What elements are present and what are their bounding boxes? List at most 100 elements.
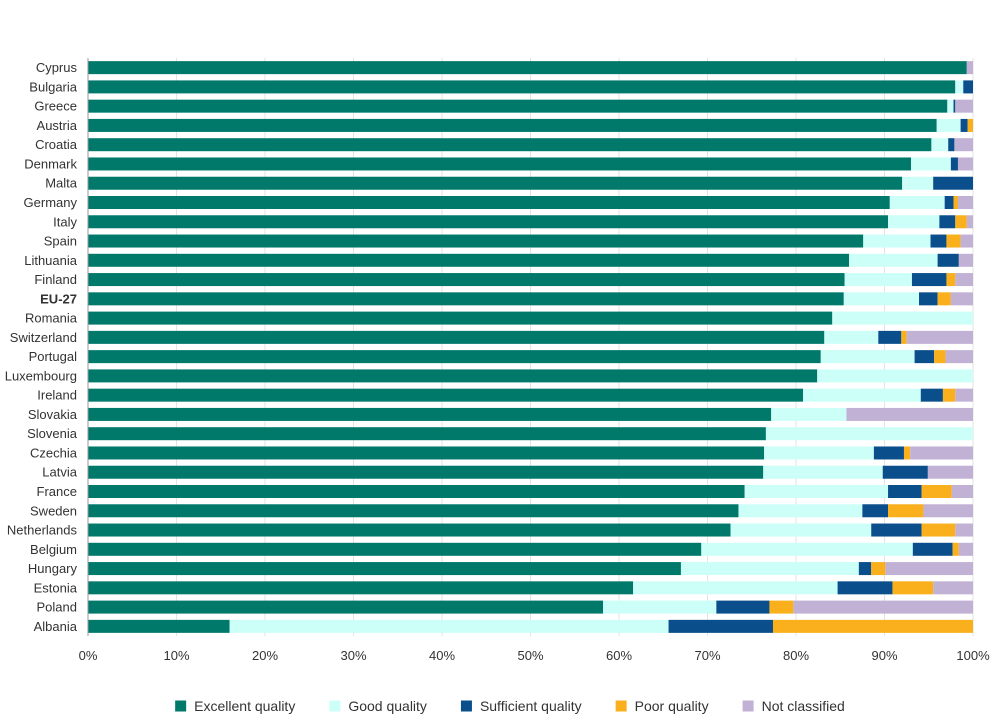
bar-segment <box>738 504 863 518</box>
bar-segment <box>920 388 943 402</box>
bar-segment <box>892 581 934 595</box>
bar-segment <box>967 118 973 132</box>
bar-segment <box>849 253 938 267</box>
bar-segment <box>871 562 886 576</box>
bar-segment <box>765 427 973 441</box>
x-tick-label: 100% <box>956 648 990 663</box>
bar-segment <box>88 196 890 209</box>
bar-segment <box>888 215 940 229</box>
bar-segment <box>769 600 794 614</box>
bar-segment <box>933 581 973 595</box>
category-label: Bulgaria <box>29 79 77 94</box>
legend-swatch <box>329 700 341 712</box>
legend: Excellent quality Good quality Sufficient … <box>175 698 845 714</box>
category-label: Finland <box>34 272 77 287</box>
bar-segment <box>858 562 872 576</box>
bar-segment <box>837 581 893 595</box>
bar-segment <box>937 292 951 306</box>
bar-segment <box>832 311 973 325</box>
bar-segment <box>885 562 973 576</box>
legend-swatch <box>175 700 187 712</box>
bar-segment <box>927 465 973 479</box>
bar-segment <box>946 234 961 248</box>
bar-segment <box>873 446 904 460</box>
bar-segment <box>764 446 874 460</box>
category-label: Austria <box>37 118 78 133</box>
bar-segment <box>862 504 889 518</box>
bar-segment <box>863 234 931 248</box>
legend-swatch <box>742 700 754 712</box>
bar-segment <box>603 600 717 614</box>
bar-segment <box>88 80 956 94</box>
bar-segment <box>931 138 949 152</box>
bar-segment <box>958 253 973 267</box>
x-tick-label: 60% <box>606 648 632 663</box>
bar-segment <box>88 446 765 460</box>
bar-segment <box>901 330 907 344</box>
bar-segment <box>957 157 973 171</box>
bar-segment <box>716 600 770 614</box>
x-tick-label: 10% <box>163 648 189 663</box>
gridlines <box>176 58 974 636</box>
bar-segment <box>948 138 955 152</box>
x-tick-label: 50% <box>517 648 543 663</box>
category-label: Luxembourg <box>5 368 77 383</box>
category-label: Romania <box>25 311 78 326</box>
bar-segment <box>88 99 948 113</box>
bar-segment <box>793 600 973 614</box>
bar-segment <box>954 138 973 152</box>
x-tick-label: 0% <box>79 648 98 663</box>
bar-segment <box>942 388 956 402</box>
bar-segment <box>844 273 912 287</box>
x-tick-labels: 0% 10% 20% 30% 40% 50% 60% 70% 80% 90% 100% <box>79 648 990 663</box>
bar-segment <box>957 196 973 209</box>
x-tick-label: 70% <box>694 648 720 663</box>
bar-segment <box>88 234 864 248</box>
bar-segment <box>763 465 883 479</box>
bar-segment <box>88 176 903 190</box>
bar-segment <box>871 523 922 537</box>
category-label: Greece <box>34 99 77 114</box>
bar-segment <box>945 350 973 364</box>
bar-segment <box>803 388 921 402</box>
x-tick-label: 30% <box>340 648 366 663</box>
bar-segment <box>888 504 924 518</box>
bar-segment <box>88 215 889 229</box>
bar-segment <box>944 196 954 209</box>
category-label: Belgium <box>30 542 77 557</box>
bar-segment <box>955 99 973 113</box>
bar-segment <box>88 388 804 402</box>
bar-segment <box>820 350 915 364</box>
category-label: Lithuania <box>24 253 78 268</box>
bar-segment <box>229 619 669 633</box>
category-label: Croatia <box>35 137 78 152</box>
bar-segment <box>946 273 956 287</box>
bar-segment <box>633 581 838 595</box>
bar-segment <box>888 485 922 498</box>
category-label: Malta <box>45 176 78 191</box>
bar-segment <box>912 542 953 556</box>
bar-segment <box>960 234 973 248</box>
category-label: Italy <box>53 214 77 229</box>
bar-segment <box>955 388 973 402</box>
bar-segment <box>951 485 973 498</box>
bar-segment <box>955 523 973 537</box>
bar-segment <box>88 504 739 518</box>
category-label: Cyprus <box>36 60 78 75</box>
bar-segment <box>88 61 967 75</box>
category-label: Portugal <box>29 349 78 364</box>
bar-segment <box>88 523 731 537</box>
bar-segment <box>955 215 967 229</box>
bar-segment <box>939 215 956 229</box>
legend-swatch <box>615 700 627 712</box>
legend-label: Good quality <box>348 698 427 714</box>
bar-segment <box>88 138 932 152</box>
bar-segment <box>772 619 973 633</box>
bars <box>88 61 973 633</box>
bar-segment <box>923 504 973 518</box>
bar-segment <box>88 330 825 344</box>
bar-segment <box>903 446 911 460</box>
bar-segment <box>88 619 230 633</box>
bar-segment <box>914 350 935 364</box>
